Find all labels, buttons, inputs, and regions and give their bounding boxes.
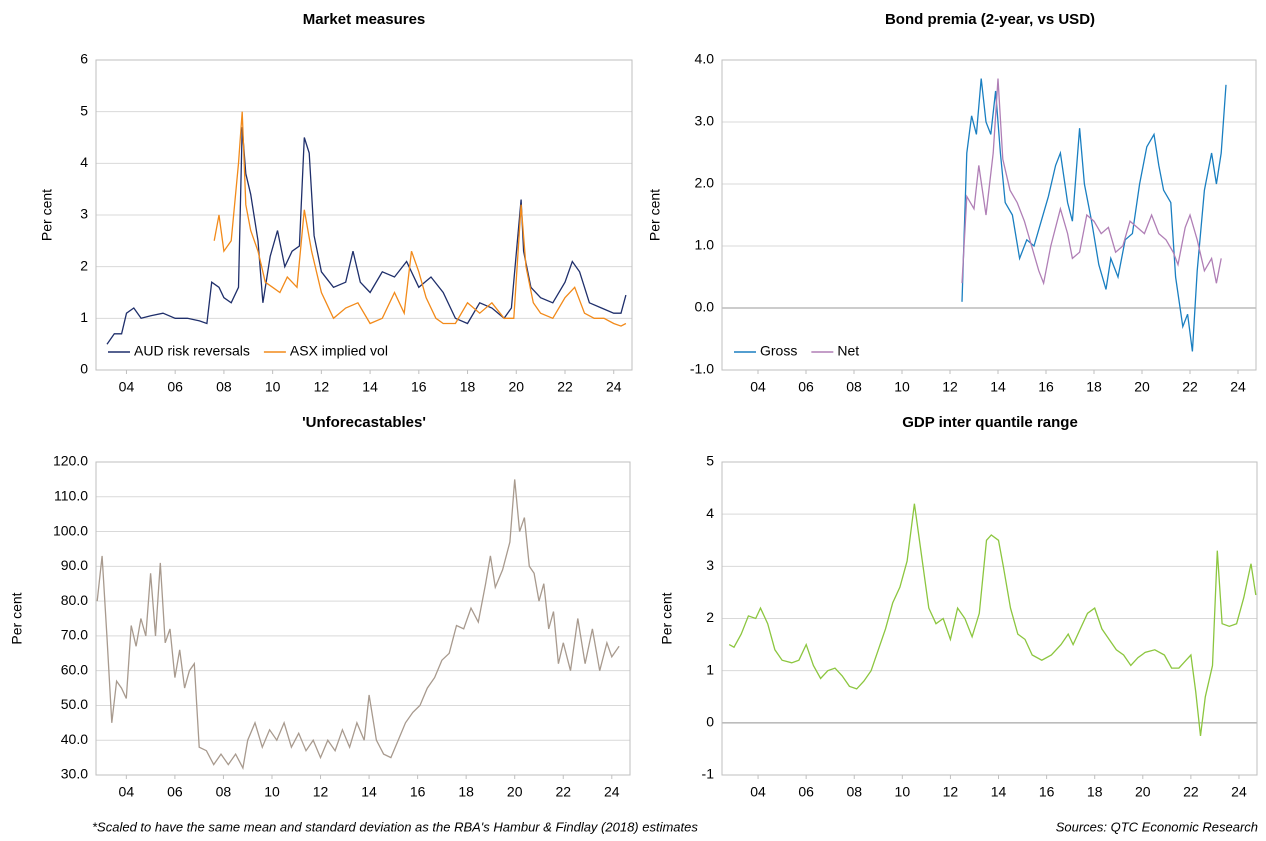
x-tick-label: 06 bbox=[167, 784, 183, 800]
x-tick-label: 24 bbox=[1230, 379, 1246, 395]
y-tick-label: 3 bbox=[706, 557, 714, 573]
legend-label: Gross bbox=[760, 343, 797, 359]
series-line bbox=[106, 127, 627, 345]
series-line bbox=[213, 111, 627, 327]
x-tick-label: 06 bbox=[798, 379, 814, 395]
y-axis-label: Per cent bbox=[9, 592, 25, 644]
y-tick-label: 1 bbox=[706, 661, 714, 677]
x-tick-label: 16 bbox=[411, 379, 427, 395]
series-line bbox=[728, 503, 1257, 736]
y-tick-label: 120.0 bbox=[53, 453, 88, 469]
x-tick-label: 10 bbox=[264, 784, 280, 800]
x-tick-label: 22 bbox=[555, 784, 571, 800]
y-tick-label: 80.0 bbox=[61, 592, 88, 608]
y-tick-label: 40.0 bbox=[61, 731, 88, 747]
x-tick-label: 04 bbox=[750, 379, 766, 395]
x-tick-label: 12 bbox=[942, 379, 958, 395]
x-tick-label: 12 bbox=[943, 784, 959, 800]
x-tick-label: 08 bbox=[846, 784, 862, 800]
footnote: *Scaled to have the same mean and standa… bbox=[92, 819, 698, 834]
y-tick-label: 110.0 bbox=[54, 487, 88, 503]
x-tick-label: 18 bbox=[1087, 784, 1103, 800]
x-tick-label: 04 bbox=[119, 784, 135, 800]
x-tick-label: 18 bbox=[460, 379, 476, 395]
y-tick-label: 2 bbox=[706, 609, 714, 625]
y-tick-label: 5 bbox=[80, 102, 88, 118]
x-tick-label: 22 bbox=[1183, 784, 1199, 800]
chart-title: Bond premia (2-year, vs USD) bbox=[885, 11, 1095, 28]
x-tick-label: 14 bbox=[990, 379, 1006, 395]
plot-border bbox=[95, 59, 633, 371]
x-tick-label: 06 bbox=[167, 379, 183, 395]
x-tick-label: 10 bbox=[895, 784, 911, 800]
y-tick-label: 2.0 bbox=[695, 175, 715, 191]
y-tick-label: 3.0 bbox=[695, 113, 715, 129]
series-line bbox=[961, 78, 1222, 286]
legend-label: Net bbox=[837, 343, 859, 359]
y-tick-label: 1 bbox=[80, 309, 88, 325]
plot-border bbox=[721, 59, 1257, 371]
x-tick-label: 14 bbox=[361, 784, 377, 800]
x-tick-label: 16 bbox=[1039, 784, 1055, 800]
y-axis-label: Per cent bbox=[39, 189, 55, 241]
x-tick-label: 08 bbox=[216, 784, 232, 800]
x-tick-label: 22 bbox=[1182, 379, 1198, 395]
x-tick-label: 06 bbox=[798, 784, 814, 800]
y-tick-label: 60.0 bbox=[61, 661, 88, 677]
y-tick-label: 2 bbox=[80, 257, 88, 273]
x-tick-label: 16 bbox=[1038, 379, 1054, 395]
x-tick-label: 24 bbox=[606, 379, 622, 395]
source: Sources: QTC Economic Research bbox=[1056, 819, 1258, 834]
x-tick-label: 20 bbox=[507, 784, 523, 800]
y-tick-label: 0 bbox=[706, 714, 714, 730]
y-tick-label: 5 bbox=[706, 453, 714, 469]
x-tick-label: 14 bbox=[991, 784, 1007, 800]
y-tick-label: -1.0 bbox=[690, 361, 714, 377]
series-line bbox=[96, 479, 620, 770]
y-tick-label: -1 bbox=[702, 766, 715, 782]
y-tick-label: 90.0 bbox=[61, 557, 88, 573]
x-tick-label: 18 bbox=[1086, 379, 1102, 395]
x-tick-label: 24 bbox=[604, 784, 620, 800]
y-axis-label: Per cent bbox=[647, 189, 663, 241]
chart-title: GDP inter quantile range bbox=[902, 414, 1078, 431]
x-tick-label: 10 bbox=[265, 379, 281, 395]
x-tick-label: 12 bbox=[314, 379, 330, 395]
y-tick-label: 4 bbox=[80, 154, 88, 170]
y-tick-label: 6 bbox=[80, 51, 88, 67]
x-tick-label: 08 bbox=[216, 379, 232, 395]
x-tick-label: 24 bbox=[1231, 784, 1247, 800]
x-tick-label: 16 bbox=[410, 784, 426, 800]
y-tick-label: 3 bbox=[80, 206, 88, 222]
y-tick-label: 70.0 bbox=[61, 627, 88, 643]
y-axis-label: Per cent bbox=[659, 592, 675, 644]
x-tick-label: 20 bbox=[508, 379, 524, 395]
plot-border bbox=[721, 461, 1258, 776]
y-tick-label: 0 bbox=[80, 361, 88, 377]
x-tick-label: 14 bbox=[362, 379, 378, 395]
x-tick-label: 04 bbox=[119, 379, 135, 395]
y-tick-label: 4 bbox=[706, 505, 714, 521]
y-tick-label: 50.0 bbox=[61, 696, 88, 712]
x-tick-label: 04 bbox=[750, 784, 766, 800]
series-line bbox=[961, 78, 1227, 352]
y-tick-label: 30.0 bbox=[61, 766, 88, 782]
x-tick-label: 10 bbox=[894, 379, 910, 395]
y-tick-label: 4.0 bbox=[695, 51, 715, 67]
x-tick-label: 18 bbox=[458, 784, 474, 800]
x-tick-label: 20 bbox=[1134, 379, 1150, 395]
y-tick-label: 0.0 bbox=[695, 299, 715, 315]
x-tick-label: 08 bbox=[846, 379, 862, 395]
x-tick-label: 12 bbox=[313, 784, 329, 800]
x-tick-label: 20 bbox=[1135, 784, 1151, 800]
x-tick-label: 22 bbox=[557, 379, 573, 395]
y-tick-label: 1.0 bbox=[695, 237, 715, 253]
chart-title: 'Unforecastables' bbox=[302, 414, 426, 431]
legend-label: AUD risk reversals bbox=[134, 343, 250, 359]
plot-border bbox=[95, 461, 631, 776]
y-tick-label: 100.0 bbox=[53, 522, 88, 538]
legend-label: ASX implied vol bbox=[290, 343, 388, 359]
chart-title: Market measures bbox=[303, 11, 426, 28]
